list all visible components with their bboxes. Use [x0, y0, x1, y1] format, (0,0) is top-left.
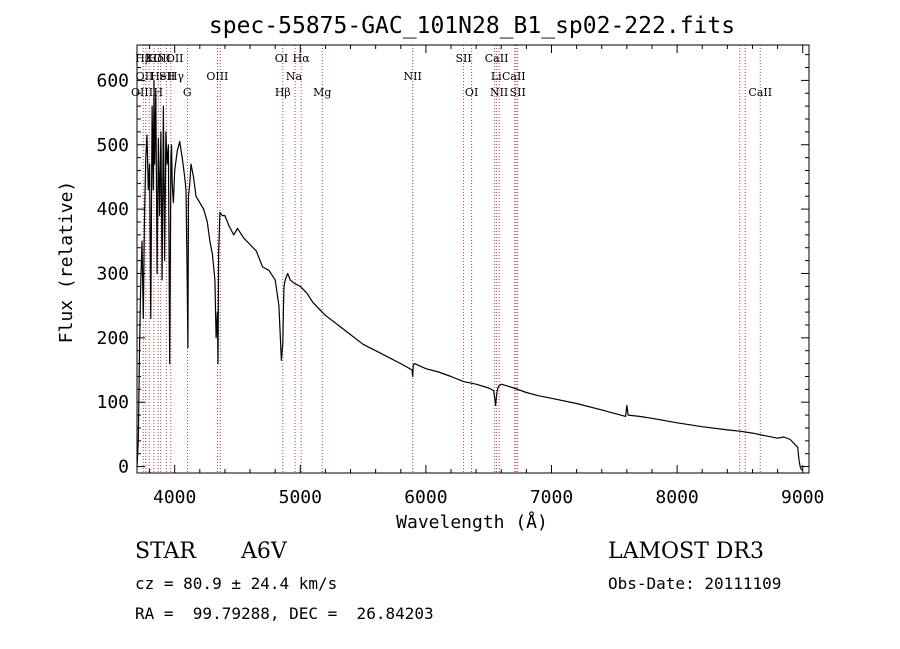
obs-date: Obs-Date: 20111109: [608, 574, 782, 593]
x-axis-label: Wavelength (Å): [396, 511, 548, 533]
line-label: Hβ: [135, 52, 151, 65]
line-label: OI: [465, 86, 478, 99]
spectrum-chart: spec-55875-GAC_101N28_B1_sp02-222.fits H…: [56, 13, 824, 533]
object-subclass: A6V: [241, 539, 287, 564]
line-label: SII: [455, 52, 471, 65]
x-tick-label: 9000: [781, 487, 824, 508]
line-label: He: [150, 70, 166, 83]
y-tick-label: 300: [96, 263, 129, 284]
line-label: OI: [275, 52, 288, 65]
line-label: NII: [490, 86, 508, 99]
line-label: Hα: [293, 52, 311, 65]
y-tick-label: 400: [96, 199, 129, 220]
y-tick-label: 200: [96, 328, 129, 349]
line-label: OII: [136, 70, 154, 83]
x-tick-label: 6000: [404, 487, 447, 508]
x-tick-label: 7000: [530, 487, 573, 508]
redshift-cz: cz = 80.9 ± 24.4 km/s: [135, 574, 338, 593]
line-label: NII: [404, 70, 422, 83]
line-label: SII: [159, 70, 175, 83]
x-tick-label: 8000: [655, 487, 698, 508]
line-label: OIII: [206, 70, 228, 83]
chart-title: spec-55875-GAC_101N28_B1_sp02-222.fits: [209, 13, 735, 39]
line-label: K: [145, 52, 154, 65]
line-label: CaII: [502, 70, 526, 83]
line-label: OII: [153, 52, 171, 65]
line-label: SII: [510, 86, 526, 99]
x-tick-label: 5000: [279, 487, 322, 508]
spectrum-line: [136, 79, 803, 471]
y-tick-label: 600: [96, 70, 129, 91]
line-label: Li: [491, 70, 502, 83]
x-tick-label: 4000: [153, 487, 196, 508]
line-label: Hβ: [275, 86, 291, 99]
ra-dec: RA = 99.79288, DEC = 26.84203: [135, 604, 434, 623]
line-label: Hγ: [168, 70, 185, 83]
line-label: Na: [286, 70, 303, 83]
line-label: Mg: [313, 86, 331, 99]
line-label: OIII: [131, 86, 153, 99]
line-label: H: [154, 86, 164, 99]
y-tick-label: 500: [96, 135, 129, 156]
line-label: CaII: [748, 86, 772, 99]
plot-frame: [136, 44, 810, 474]
y-tick-label: 100: [96, 392, 129, 413]
survey-name: LAMOST DR3: [608, 539, 764, 564]
object-class: STAR: [135, 539, 196, 564]
line-label: CaII: [485, 52, 509, 65]
y-axis-label: Flux (relative): [56, 181, 77, 344]
y-tick-label: 0: [118, 457, 129, 478]
line-label: G: [183, 86, 192, 99]
line-label: Hδ: [148, 52, 165, 65]
line-label: OII: [166, 52, 184, 65]
